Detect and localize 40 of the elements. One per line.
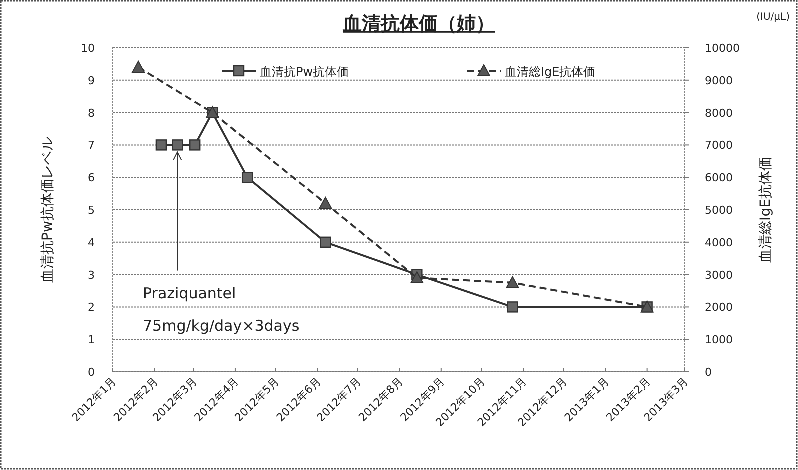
- point: [507, 302, 518, 313]
- annotation: 75mg/kg/day×3days: [143, 317, 300, 336]
- y-tick-label: 4: [88, 236, 95, 250]
- y-axis-title: 血清抗Pw抗体価レベル: [40, 137, 56, 283]
- y2-tick-label: 7000: [705, 139, 733, 152]
- y-tick-label: 2: [88, 301, 95, 314]
- y2-tick-label: 3000: [705, 268, 733, 282]
- annotation: Praziquantel: [143, 284, 236, 303]
- y2-tick-label: 2000: [705, 301, 733, 314]
- y2-tick-label: 5000: [705, 204, 733, 217]
- y-tick-label: 6: [88, 172, 95, 185]
- y2-tick-label: 6000: [705, 172, 733, 185]
- y-tick-label: 8: [88, 106, 95, 120]
- y2-tick-label: 0: [705, 366, 712, 379]
- point: [132, 60, 146, 73]
- y2-tick-label: 1000: [705, 334, 733, 347]
- y-tick-label: 7: [88, 139, 95, 152]
- y2-tick-label: 10000: [705, 42, 740, 55]
- y-tick-label: 9: [88, 74, 95, 88]
- y-tick-label: 1: [88, 334, 95, 347]
- y2-tick-label: 4000: [705, 236, 733, 250]
- y2-tick-label: 9000: [705, 74, 733, 88]
- legend-label: 血清総IgE抗体価: [505, 65, 596, 79]
- point: [319, 197, 332, 210]
- y2-tick-label: 8000: [705, 106, 733, 120]
- chart-title: 血清抗体価（姉）: [342, 13, 495, 35]
- y-tick-label: 10: [81, 42, 95, 55]
- point: [156, 140, 168, 151]
- point: [506, 276, 520, 288]
- y2-axis-title: 血清総IgE抗体価: [758, 157, 774, 263]
- point: [410, 272, 424, 284]
- point: [190, 140, 201, 151]
- legend-label: 血清抗Pw抗体価: [260, 65, 350, 79]
- point: [242, 172, 254, 184]
- text: (IU/μL): [756, 12, 790, 23]
- y-tick-label: 0: [88, 366, 95, 379]
- y-tick-label: 5: [88, 204, 95, 217]
- y-tick-label: 3: [88, 268, 95, 282]
- point: [320, 236, 332, 248]
- point: [172, 140, 184, 151]
